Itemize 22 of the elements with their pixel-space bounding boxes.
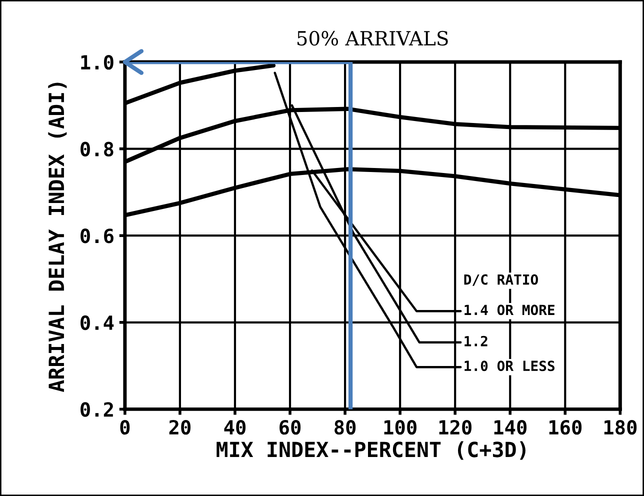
y-axis-title: ARRIVAL DELAY INDEX (ADI) — [48, 82, 67, 392]
y-tick-label: 1.0 — [81, 54, 114, 70]
x-tick-label: 40 — [224, 420, 246, 435]
x-tick-label: 0 — [120, 420, 130, 435]
series-label: 1.2 — [464, 336, 488, 346]
x-tick-label: 160 — [549, 420, 582, 435]
legend-title: D/C RATIO — [464, 274, 538, 286]
series-label: 1.4 OR MORE — [464, 304, 554, 316]
series-label: 1.0 OR LESS — [464, 360, 554, 372]
x-tick-label: 80 — [334, 420, 356, 435]
x-tick-label: 60 — [280, 420, 301, 435]
x-tick-label: 120 — [439, 420, 472, 435]
y-tick-label: 0.8 — [80, 142, 114, 156]
x-axis-title: MIX INDEX--PERCENT (C+3D) — [216, 441, 526, 460]
y-tick-label: 0.6 — [80, 228, 114, 244]
y-tick-label: 0.2 — [80, 402, 113, 417]
x-tick-label: 140 — [494, 420, 527, 435]
chart-title: 50% ARRIVALS — [298, 30, 448, 46]
x-tick-label: 20 — [169, 420, 190, 435]
y-tick-label: 0.4 — [80, 315, 114, 330]
x-tick-label: 180 — [604, 420, 637, 435]
x-tick-label: 100 — [384, 420, 416, 435]
